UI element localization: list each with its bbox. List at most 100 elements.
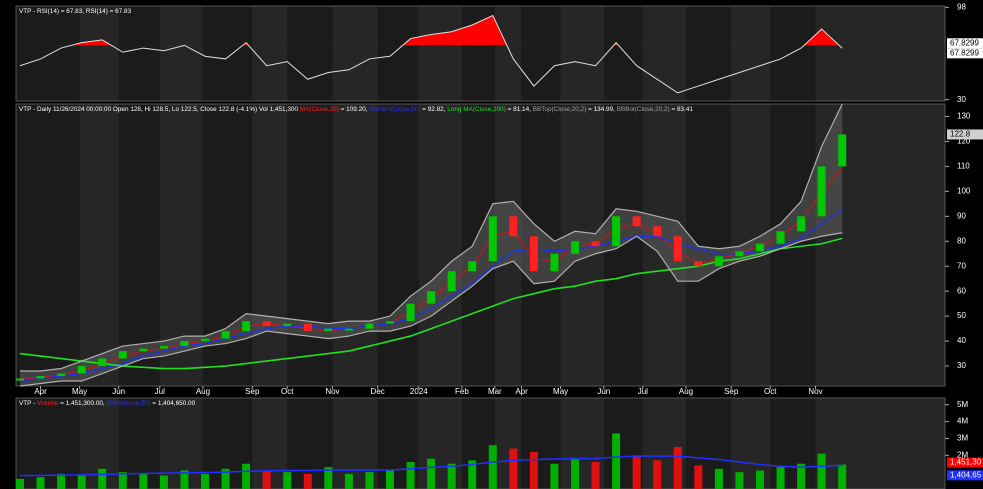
candle: [406, 303, 415, 322]
panel-header: VTP - RSI(14) = 67.83, RSI(14) = 67.83: [19, 8, 132, 15]
candle: [591, 241, 600, 247]
candle: [797, 216, 806, 232]
candle: [262, 321, 271, 327]
x-tick-label: May: [553, 387, 568, 396]
last-volume: 1,451,30: [950, 458, 982, 467]
x-tick-label: Jun: [112, 387, 125, 396]
indicator-line: [19, 232, 843, 387]
volume-bar: [159, 475, 168, 489]
volume-bar: [262, 470, 271, 489]
x-tick-label: Jul: [155, 387, 165, 396]
volume-bar: [344, 473, 353, 489]
x-tick-label: Feb: [455, 387, 469, 396]
volume-bar: [612, 433, 621, 489]
header-part: MA(Close,20): [300, 106, 339, 113]
volume-bar: [36, 477, 45, 489]
volume-bar: [673, 446, 682, 489]
candle: [817, 166, 826, 217]
last-volume-bg: [947, 457, 983, 468]
candle: [776, 231, 785, 244]
x-tick-label: Sep: [245, 387, 260, 396]
month-stripe: [494, 6, 522, 101]
volume-bar: [118, 472, 127, 489]
header-part: = 1,404,650.00: [151, 400, 196, 407]
last-label-bg: [947, 38, 983, 49]
last-label: 67.8299: [950, 38, 979, 47]
volume-bar: [427, 458, 436, 489]
volume-bar: [550, 463, 559, 489]
candle: [632, 216, 641, 227]
header-part: BBTop(Close,20,2): [533, 106, 587, 113]
header-part: VTP - Daily 11/26/2024 00:00:00 Open 128…: [19, 106, 300, 113]
month-stripe: [731, 6, 771, 101]
volume-bar: [468, 460, 477, 489]
volume-bar: [221, 468, 230, 489]
y-tick-label: 80: [957, 236, 966, 245]
header-part: = 81.14,: [506, 106, 533, 113]
candle: [344, 328, 353, 331]
volume-bar: [756, 470, 764, 489]
panel-border: [15, 397, 946, 489]
x-tick-label: Jul: [638, 387, 648, 396]
header-part: VTP -: [19, 400, 37, 407]
candle: [673, 236, 682, 262]
volume-bar: [591, 462, 600, 489]
panel-header: VTP - Daily 11/26/2024 00:00:00 Open 128…: [19, 106, 693, 113]
month-stripe: [332, 6, 378, 101]
month-stripe: [494, 398, 522, 489]
candle: [139, 348, 148, 352]
volume-bar: [283, 472, 292, 489]
volume-bar: [365, 472, 374, 489]
month-stripe: [418, 6, 462, 101]
candle: [159, 346, 168, 349]
candle: [468, 261, 477, 272]
candle: [756, 243, 764, 252]
header-part: = 134.99,: [586, 106, 616, 113]
volume-bar: [447, 463, 456, 489]
y-tick-label: 90: [957, 211, 966, 220]
candle: [221, 331, 230, 339]
y-tick-label: 30: [957, 361, 966, 370]
month-stripe: [79, 6, 119, 101]
rsi-line: [19, 14, 843, 94]
volume-bar: [797, 463, 806, 489]
header-part: Long MA(Close,200): [447, 106, 506, 113]
candle: [612, 216, 621, 247]
month-stripe: [159, 6, 203, 101]
candle: [365, 323, 374, 329]
y-tick-label: 98: [957, 2, 966, 11]
volume-bar: [201, 473, 209, 489]
volume-bar: [242, 463, 251, 489]
volume-bar: [838, 464, 847, 489]
candle: [714, 256, 723, 267]
candle: [242, 321, 251, 332]
x-tick-label: Nov: [325, 387, 339, 396]
x-tick-label: Aug: [196, 387, 210, 396]
volume-ma: [20, 455, 843, 477]
volume-bar: [571, 458, 579, 489]
candle: [57, 373, 66, 377]
volume-bar: [303, 473, 312, 489]
y-tick-label: 2M: [957, 450, 968, 459]
y-tick-label: 4M: [957, 417, 968, 426]
y-tick-label: 5M: [957, 400, 968, 409]
candle: [529, 236, 538, 272]
volume-bar: [714, 468, 723, 489]
candle: [303, 323, 312, 332]
x-tick-label: Oct: [764, 387, 777, 396]
volume-bar: [694, 465, 703, 489]
last-label: 67.8299: [950, 48, 979, 57]
volume-bar: [488, 445, 497, 489]
panel-bg: [16, 398, 945, 489]
header-part: Mid MA(Close,50): [369, 106, 420, 113]
month-stripe: [332, 104, 378, 386]
month-stripe: [815, 398, 945, 489]
x-tick-label: 2024: [410, 387, 428, 396]
candle: [386, 321, 394, 324]
x-tick-label: Nov: [808, 387, 822, 396]
last-label-bg: [947, 48, 983, 59]
candle: [283, 323, 292, 327]
candle: [694, 261, 703, 267]
month-stripe: [79, 104, 119, 386]
